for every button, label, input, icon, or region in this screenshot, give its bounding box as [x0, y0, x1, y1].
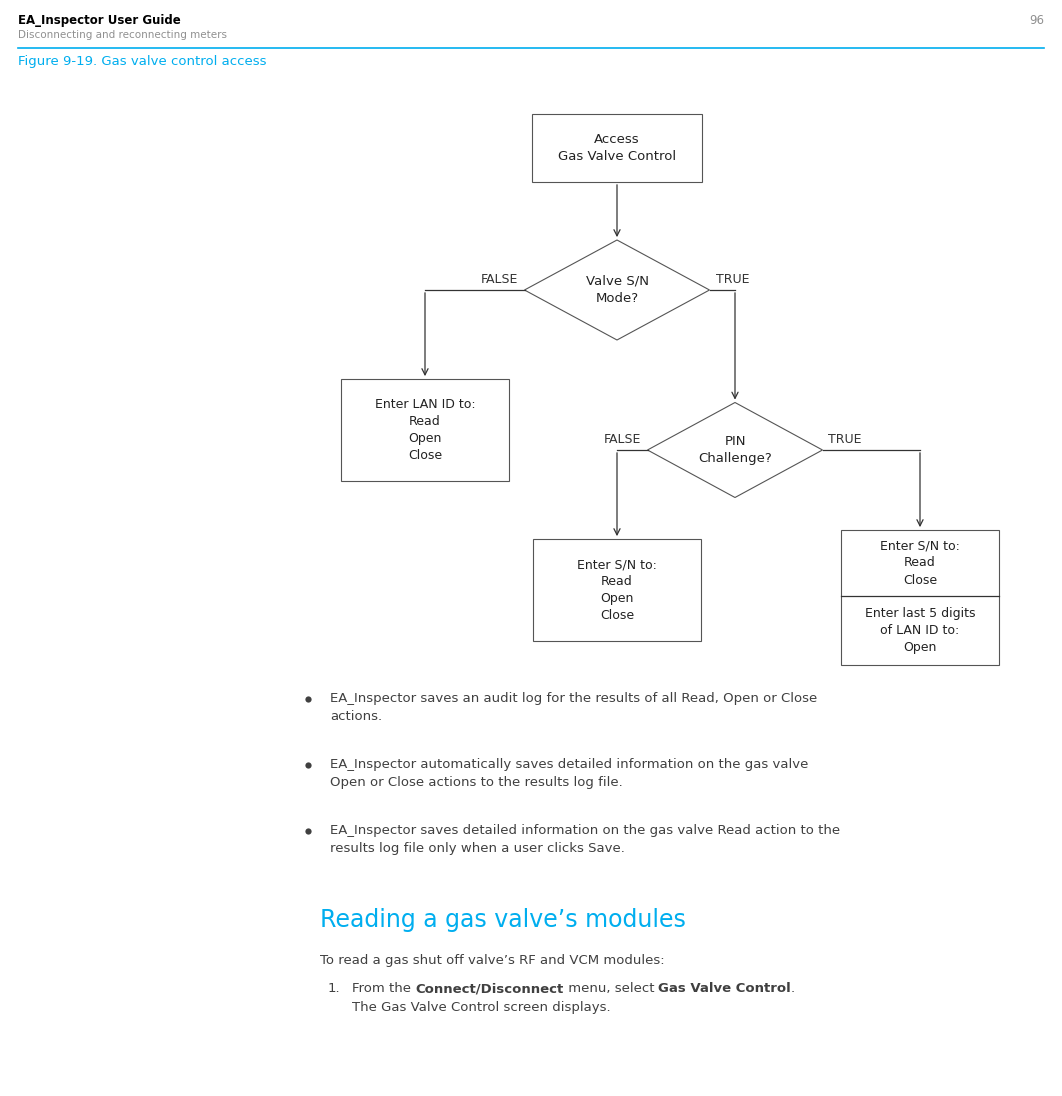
Text: Enter last 5 digits
of LAN ID to:
Open: Enter last 5 digits of LAN ID to: Open — [864, 607, 975, 654]
Text: actions.: actions. — [330, 710, 382, 723]
Text: menu, select: menu, select — [564, 982, 658, 995]
Text: Gas Valve Control: Gas Valve Control — [658, 982, 791, 995]
Bar — [533, 539, 701, 641]
Text: From the: From the — [352, 982, 415, 995]
Polygon shape — [525, 240, 709, 340]
Polygon shape — [648, 402, 822, 498]
Text: Open or Close actions to the results log file.: Open or Close actions to the results log… — [330, 776, 622, 789]
Text: EA_Inspector saves detailed information on the gas valve Read action to the: EA_Inspector saves detailed information … — [330, 824, 840, 837]
Bar — [841, 530, 999, 665]
Text: Valve S/N
Mode?: Valve S/N Mode? — [585, 275, 649, 305]
Bar — [532, 114, 702, 182]
Text: Connect/Disconnect: Connect/Disconnect — [415, 982, 564, 995]
Text: FALSE: FALSE — [604, 433, 641, 446]
Text: PIN
Challenge?: PIN Challenge? — [698, 435, 772, 465]
Text: EA_Inspector User Guide: EA_Inspector User Guide — [18, 14, 181, 27]
Text: TRUE: TRUE — [716, 273, 749, 286]
Text: Figure 9-19. Gas valve control access: Figure 9-19. Gas valve control access — [18, 55, 267, 68]
Text: Enter S/N to:
Read
Close: Enter S/N to: Read Close — [880, 539, 960, 586]
Text: Disconnecting and reconnecting meters: Disconnecting and reconnecting meters — [18, 30, 227, 39]
Text: 96: 96 — [1029, 14, 1044, 27]
Bar — [341, 379, 509, 481]
Text: EA_Inspector automatically saves detailed information on the gas valve: EA_Inspector automatically saves detaile… — [330, 758, 808, 770]
Text: Enter LAN ID to:
Read
Open
Close: Enter LAN ID to: Read Open Close — [375, 398, 476, 463]
Text: FALSE: FALSE — [481, 273, 518, 286]
Text: To read a gas shut off valve’s RF and VCM modules:: To read a gas shut off valve’s RF and VC… — [320, 954, 665, 967]
Text: TRUE: TRUE — [828, 433, 862, 446]
Text: EA_Inspector saves an audit log for the results of all Read, Open or Close: EA_Inspector saves an audit log for the … — [330, 692, 818, 705]
Text: 1.: 1. — [328, 982, 341, 995]
Text: Reading a gas valve’s modules: Reading a gas valve’s modules — [320, 907, 686, 932]
Text: .: . — [791, 982, 795, 995]
Text: Access
Gas Valve Control: Access Gas Valve Control — [558, 133, 676, 163]
Text: The Gas Valve Control screen displays.: The Gas Valve Control screen displays. — [352, 1001, 611, 1014]
Text: Enter S/N to:
Read
Open
Close: Enter S/N to: Read Open Close — [577, 558, 657, 623]
Text: results log file only when a user clicks Save.: results log file only when a user clicks… — [330, 842, 624, 855]
